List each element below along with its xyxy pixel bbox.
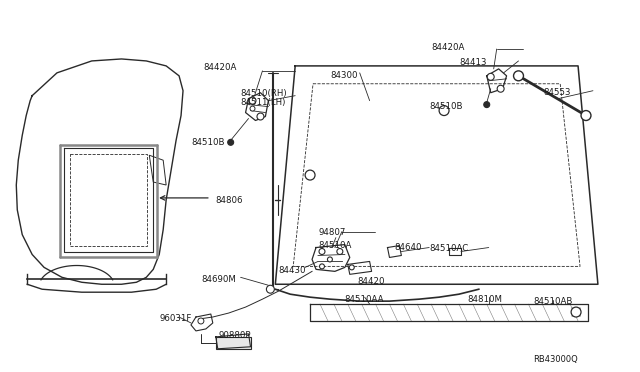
Text: 84510AA: 84510AA [345,295,384,304]
Text: 90880P: 90880P [219,331,252,340]
Text: 84510(RH): 84510(RH) [241,89,287,98]
Text: 84430: 84430 [278,266,306,275]
Circle shape [484,102,490,108]
Text: 84510B: 84510B [191,138,225,147]
Circle shape [328,257,332,262]
Circle shape [249,97,256,104]
Text: 84510AC: 84510AC [429,244,468,253]
Circle shape [571,307,581,317]
Text: RB43000Q: RB43000Q [533,355,578,364]
Text: 84420A: 84420A [203,63,236,72]
Text: 84510B: 84510B [429,102,463,110]
Circle shape [439,106,449,116]
Circle shape [337,248,343,254]
Text: 84420: 84420 [358,277,385,286]
Text: 96031F: 96031F [159,314,191,323]
Text: 84420A: 84420A [431,43,465,52]
Text: 84300: 84300 [330,71,357,80]
Circle shape [198,318,204,324]
Circle shape [497,85,504,92]
Text: 84640: 84640 [394,243,422,251]
Circle shape [250,106,255,111]
Text: 84810M: 84810M [467,295,502,304]
Text: 94807: 94807 [318,228,346,237]
Text: 84510AB: 84510AB [533,297,573,306]
Bar [216,337,250,349]
Circle shape [513,71,524,81]
Circle shape [319,264,324,269]
Text: 84510A: 84510A [318,241,351,250]
Circle shape [349,265,355,270]
Text: 84806: 84806 [216,196,243,205]
Text: 84690M: 84690M [201,275,236,284]
Circle shape [266,285,275,293]
Circle shape [228,140,234,145]
Text: 84553: 84553 [543,88,571,97]
Text: 84413: 84413 [459,58,486,67]
Circle shape [319,248,325,254]
Circle shape [487,73,494,80]
Circle shape [305,170,315,180]
Text: 84511(LH): 84511(LH) [241,98,286,107]
Circle shape [257,113,264,120]
Circle shape [581,110,591,121]
